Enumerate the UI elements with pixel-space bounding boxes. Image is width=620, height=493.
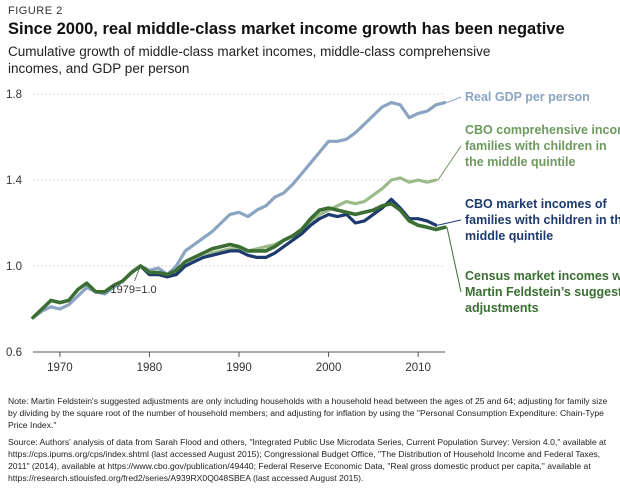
- footnotes: Note: Martin Feldstein's suggested adjus…: [8, 395, 614, 488]
- y-tick-label: 0.6: [6, 347, 22, 359]
- line-chart: 0.6 1.0 1.4 1.8 1970 1980 1990 2000 2010 Real GD…: [6, 89, 620, 374]
- y-tick-label: 1.0: [6, 261, 22, 273]
- chart-subtitle: Cumulative growth of middle-class market…: [8, 44, 491, 76]
- series-lines: [31, 101, 447, 320]
- series-label-line: Real GDP per person: [465, 90, 590, 104]
- annotation-leader: [134, 265, 141, 282]
- y-tick-label: 1.8: [6, 89, 22, 101]
- series-label-line: CBO comprehensive incomes of: [465, 123, 620, 137]
- series-label-line: families with children in: [465, 139, 607, 153]
- leader-line: [446, 227, 462, 293]
- annotations: 1979=1.0: [110, 265, 157, 296]
- series-label-line: CBO market incomes of: [465, 197, 608, 211]
- leader-line: [437, 145, 462, 181]
- series-label-line: Martin Feldstein’s suggested: [465, 285, 620, 299]
- series-label-line: the middle quintile: [465, 155, 575, 169]
- figure-label: FIGURE 2: [8, 5, 63, 17]
- x-tick-label: 1980: [137, 362, 163, 374]
- x-tick-label: 2000: [316, 362, 342, 374]
- y-tick-label: 1.4: [6, 175, 23, 187]
- axes: [33, 351, 445, 357]
- x-tick-label: 2010: [405, 362, 431, 374]
- series-label-line: middle quintile: [465, 229, 553, 243]
- series-labels: Real GDP per person CBO comprehensive inc…: [437, 90, 620, 315]
- leader-line: [446, 96, 462, 104]
- series-line-4: [31, 201, 447, 320]
- chart-source: Source: Authors' analysis of data from S…: [8, 436, 607, 484]
- series-label-line: Census market incomes with: [465, 269, 620, 283]
- tick-labels: 0.6 1.0 1.4 1.8 1970 1980 1990 2000 2010: [6, 89, 431, 374]
- chart-title: Since 2000, real middle-class market inc…: [8, 20, 565, 38]
- leader-line: [437, 219, 462, 226]
- annotation-label: 1979=1.0: [110, 284, 156, 296]
- gridlines: [33, 93, 445, 353]
- x-tick-label: 1970: [47, 362, 73, 374]
- series-label-line: adjustments: [465, 301, 539, 315]
- series-label-line: families with children in the: [465, 213, 620, 227]
- chart-note: Note: Martin Feldstein's suggested adjus…: [8, 396, 608, 431]
- x-tick-label: 1990: [226, 362, 252, 374]
- series-line-1: [31, 101, 447, 320]
